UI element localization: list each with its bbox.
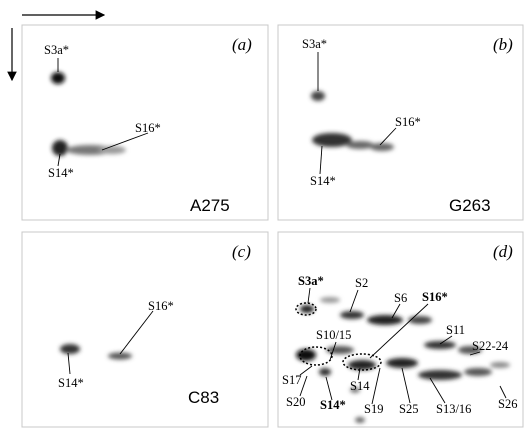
spot-label: S26 — [498, 397, 517, 411]
spot-label: S14* — [310, 174, 336, 188]
spot-label: S14 — [350, 379, 370, 393]
spot-label: S13/16 — [436, 402, 471, 416]
spot-label: S20 — [286, 395, 305, 409]
spot-label: S16* — [422, 290, 448, 304]
spot-label: S16* — [395, 115, 421, 129]
spot-label: S16* — [148, 299, 174, 313]
spot-label: S14* — [58, 376, 84, 390]
sample-label: C83 — [188, 388, 219, 407]
panel — [22, 232, 268, 427]
spot-label: S2 — [355, 276, 368, 290]
spot-label: S10/15 — [316, 328, 351, 342]
spot-label: S3a* — [302, 37, 327, 51]
sample-label: A275 — [190, 196, 230, 215]
spot-label: S3a* — [44, 43, 69, 57]
panel-tag: (d) — [493, 242, 513, 261]
spot-label: S16* — [135, 121, 161, 135]
panel-tag: (a) — [232, 35, 252, 54]
panel-tag: (b) — [493, 35, 513, 54]
spot-label: S6 — [394, 291, 407, 305]
spot-label: S19 — [364, 402, 383, 416]
sample-label: G263 — [449, 196, 491, 215]
panel-tag: (c) — [232, 242, 251, 261]
spot-label: S3a* — [298, 274, 324, 288]
spot-label: S14* — [320, 398, 346, 412]
spot-label: S17 — [282, 373, 301, 387]
spot-label: S25 — [399, 402, 418, 416]
spot-label: S14* — [48, 166, 74, 180]
spot-label: S11 — [446, 323, 465, 337]
spot-label: S22-24 — [472, 339, 509, 353]
figure: (a) A275 S3a* S14* S16* (b) G263 S3a* S1… — [0, 0, 531, 429]
